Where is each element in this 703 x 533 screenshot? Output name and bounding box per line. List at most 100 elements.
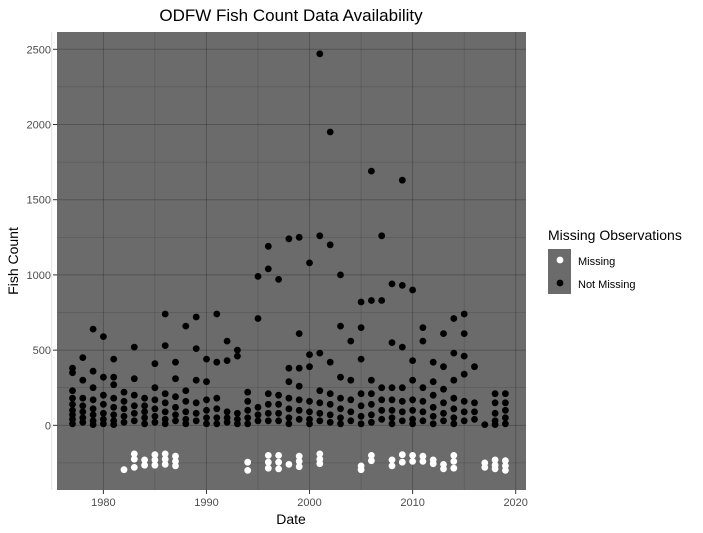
not-missing-point [234, 346, 241, 354]
not-missing-point [388, 384, 396, 392]
missing-point [419, 458, 427, 465]
missing-point [409, 458, 416, 465]
not-missing-point [110, 421, 118, 428]
not-missing-point [100, 409, 107, 417]
not-missing-point [223, 337, 231, 345]
not-missing-point [244, 388, 252, 396]
not-missing-point [223, 418, 231, 426]
not-missing-point [89, 367, 97, 375]
not-missing-point [316, 232, 324, 240]
not-missing-point [316, 409, 324, 417]
not-missing-point [491, 421, 499, 428]
not-missing-point [357, 324, 365, 331]
not-missing-point [368, 390, 375, 398]
not-missing-point [254, 411, 262, 419]
not-missing-point [161, 342, 169, 349]
not-missing-point [450, 349, 458, 357]
not-missing-point [264, 265, 272, 273]
not-missing-point [203, 406, 210, 414]
not-missing-point [254, 315, 262, 322]
missing-point [357, 466, 365, 474]
not-missing-point [502, 406, 509, 414]
missing-point [450, 458, 458, 465]
missing-point [151, 456, 159, 464]
not-missing-point [295, 330, 303, 337]
not-missing-point [141, 394, 149, 402]
not-missing-point [429, 378, 437, 386]
not-missing-point [89, 396, 97, 404]
y-tick-label: 0 [45, 420, 51, 432]
not-missing-point [378, 415, 386, 423]
not-missing-point [347, 417, 355, 425]
not-missing-point [398, 408, 406, 416]
not-missing-point [120, 397, 128, 405]
not-missing-point [429, 420, 437, 428]
legend-label-not-missing: Not Missing [578, 279, 635, 291]
not-missing-point [203, 414, 210, 422]
not-missing-point [285, 394, 293, 402]
not-missing-point [409, 376, 416, 384]
missing-point [295, 458, 303, 465]
not-missing-point [192, 313, 200, 321]
not-missing-point [223, 408, 231, 416]
missing-point [388, 456, 396, 464]
not-missing-point [264, 417, 272, 425]
not-missing-point [89, 411, 97, 419]
not-missing-point [295, 382, 303, 390]
not-missing-point [130, 409, 138, 417]
missing-point [398, 458, 406, 466]
legend-label-missing: Missing [578, 256, 615, 268]
missing-point [388, 462, 396, 470]
missing-point [285, 461, 293, 468]
not-missing-point [172, 417, 179, 425]
not-missing-point [491, 399, 499, 407]
not-missing-point [100, 391, 107, 399]
missing-point [141, 456, 149, 464]
missing-point [141, 461, 149, 469]
not-missing-point [326, 241, 334, 249]
not-missing-point [285, 414, 293, 422]
not-missing-point [337, 271, 344, 279]
not-missing-point [398, 384, 406, 392]
not-missing-point [368, 297, 375, 304]
not-missing-point [378, 396, 386, 404]
not-missing-point [388, 339, 396, 346]
not-missing-point [460, 397, 468, 405]
legend-key-missing [556, 256, 564, 264]
not-missing-point [419, 417, 427, 425]
not-missing-point [471, 408, 478, 416]
not-missing-point [337, 405, 344, 413]
missing-point [419, 452, 427, 460]
not-missing-point [460, 330, 468, 337]
not-missing-point [151, 396, 159, 404]
not-missing-point [368, 418, 375, 426]
x-tick-label: 2020 [503, 497, 527, 509]
not-missing-point [450, 405, 458, 413]
missing-point [161, 461, 169, 468]
not-missing-point [409, 420, 416, 428]
legend: Missing Observations Missing Not Missing [548, 227, 682, 294]
not-missing-point [192, 409, 200, 417]
missing-point [481, 464, 489, 471]
y-axis-title: Fish Count [5, 227, 21, 295]
not-missing-point [192, 417, 200, 425]
missing-point [491, 465, 499, 473]
not-missing-point [409, 406, 416, 414]
missing-point [502, 457, 509, 465]
not-missing-point [110, 411, 118, 419]
missing-point [316, 460, 324, 468]
not-missing-point [161, 399, 169, 407]
not-missing-point [460, 370, 468, 378]
not-missing-point [182, 322, 190, 330]
not-missing-point [254, 403, 262, 411]
missing-point [440, 465, 447, 473]
not-missing-point [337, 414, 344, 422]
missing-point [161, 450, 169, 458]
not-missing-point [450, 414, 458, 422]
missing-point [275, 465, 282, 473]
not-missing-point [388, 280, 396, 288]
not-missing-point [161, 420, 169, 428]
missing-point [450, 452, 458, 459]
not-missing-point [368, 376, 375, 384]
not-missing-point [172, 403, 179, 411]
